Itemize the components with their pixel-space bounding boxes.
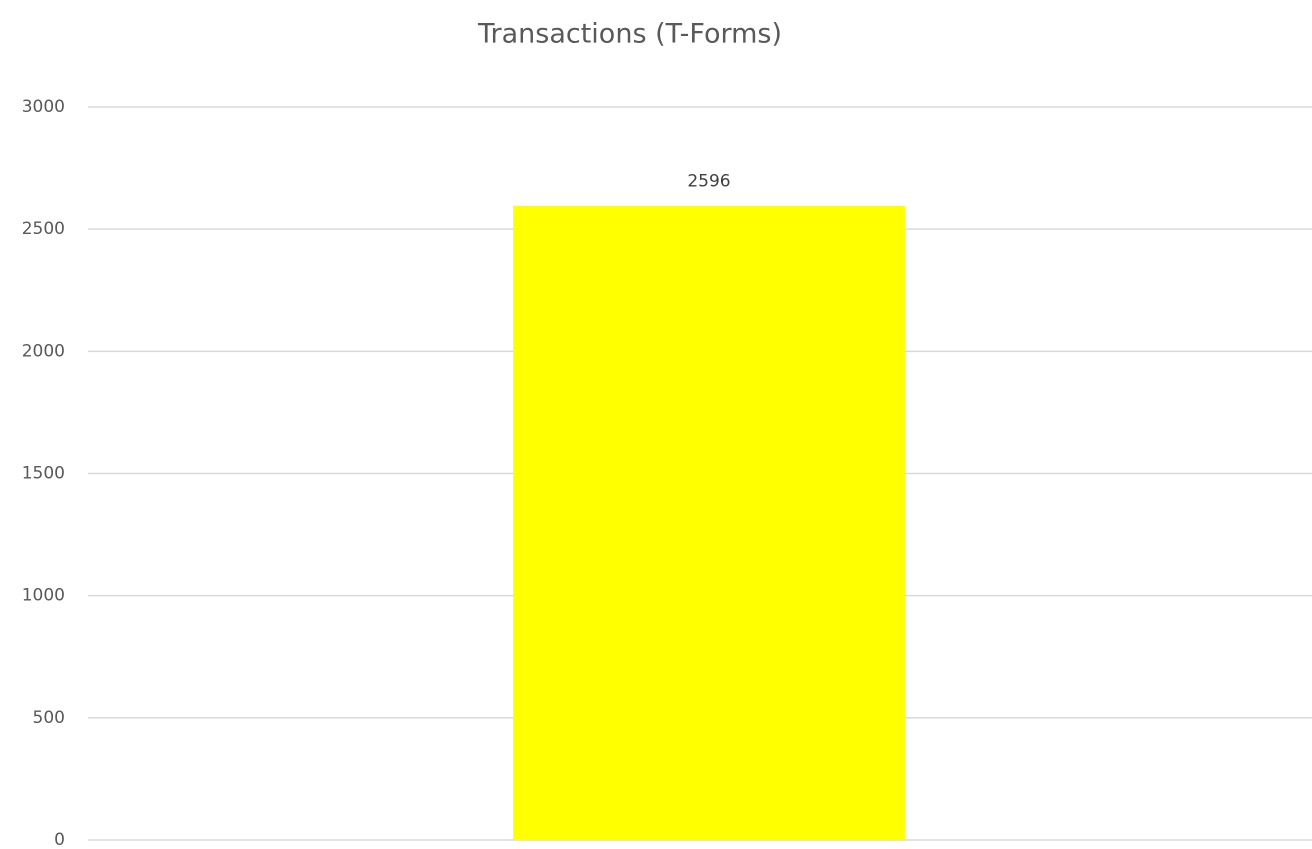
y-tick-label: 1000: [22, 586, 65, 606]
data-label: 2596: [687, 172, 730, 192]
y-tick-label: 1500: [22, 464, 65, 484]
y-tick-label: 500: [33, 708, 65, 728]
y-tick-label: 2500: [22, 219, 65, 239]
y-tick-label: 2000: [22, 341, 65, 361]
chart-title: Transactions (T-Forms): [477, 19, 782, 50]
y-tick-label: 0: [54, 830, 65, 849]
y-tick-label: 3000: [22, 97, 65, 117]
bar: [513, 205, 905, 840]
